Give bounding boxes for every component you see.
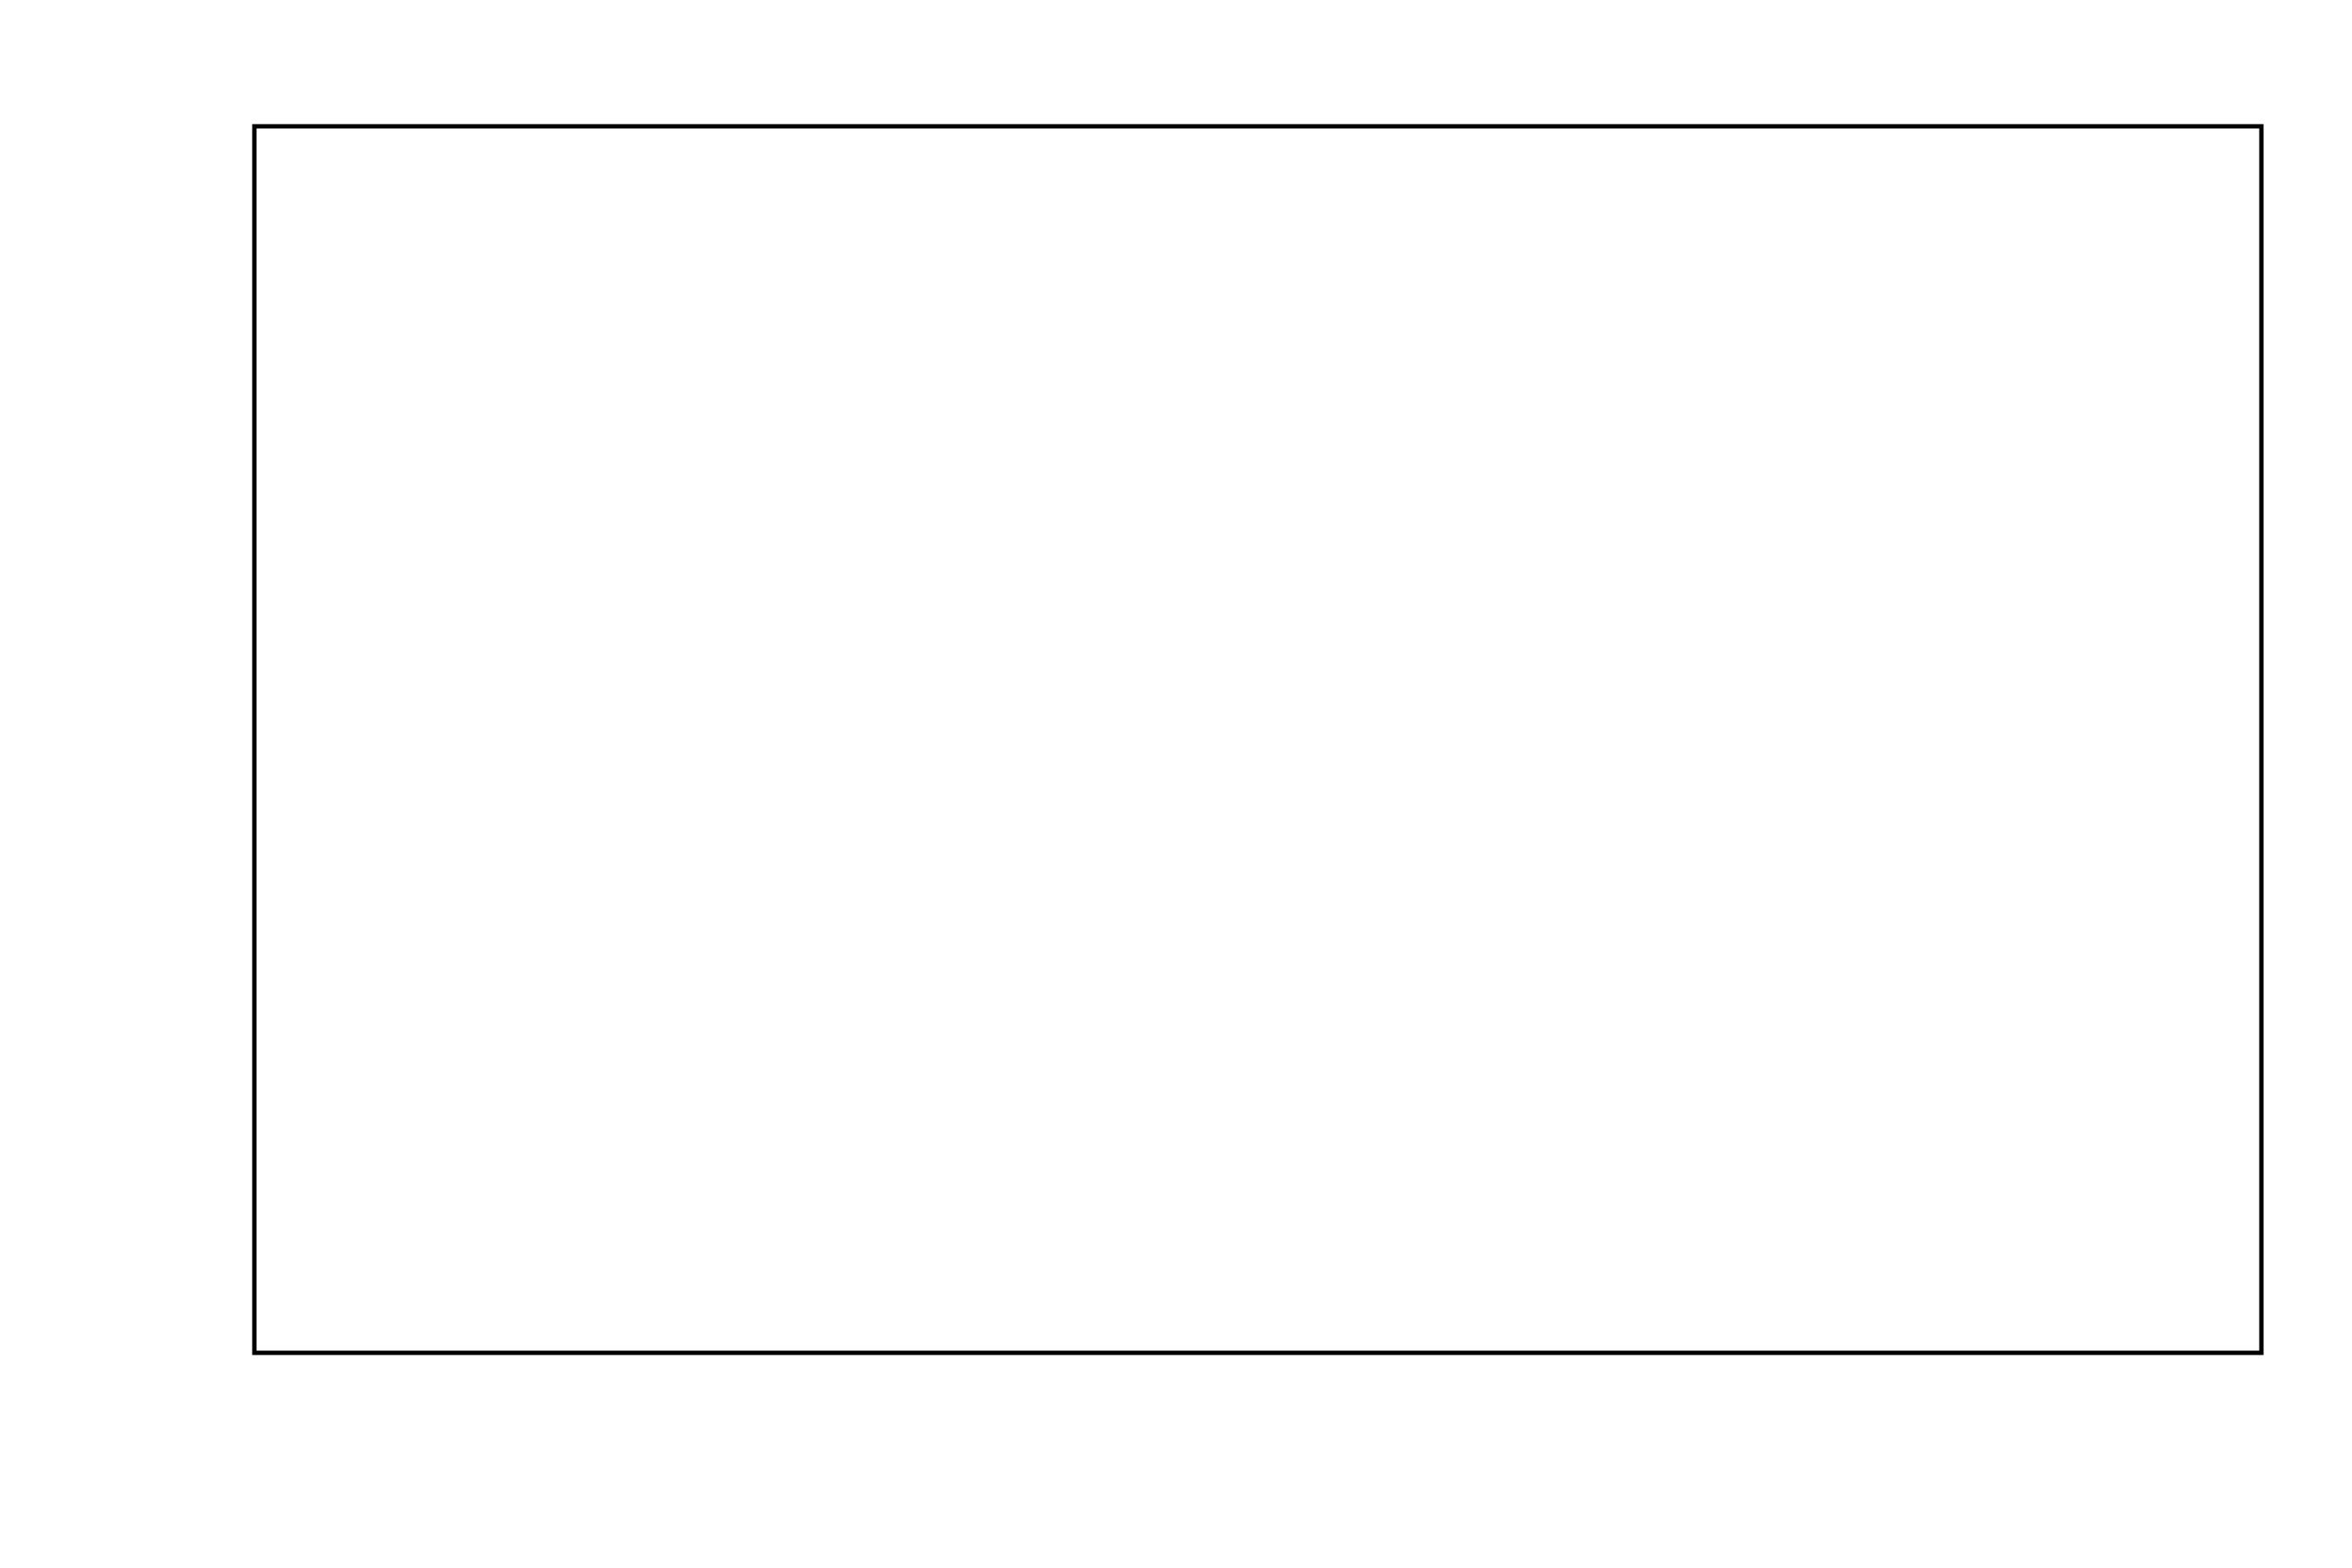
axes-layer — [252, 124, 2264, 1355]
axes-spines — [252, 124, 2264, 1355]
